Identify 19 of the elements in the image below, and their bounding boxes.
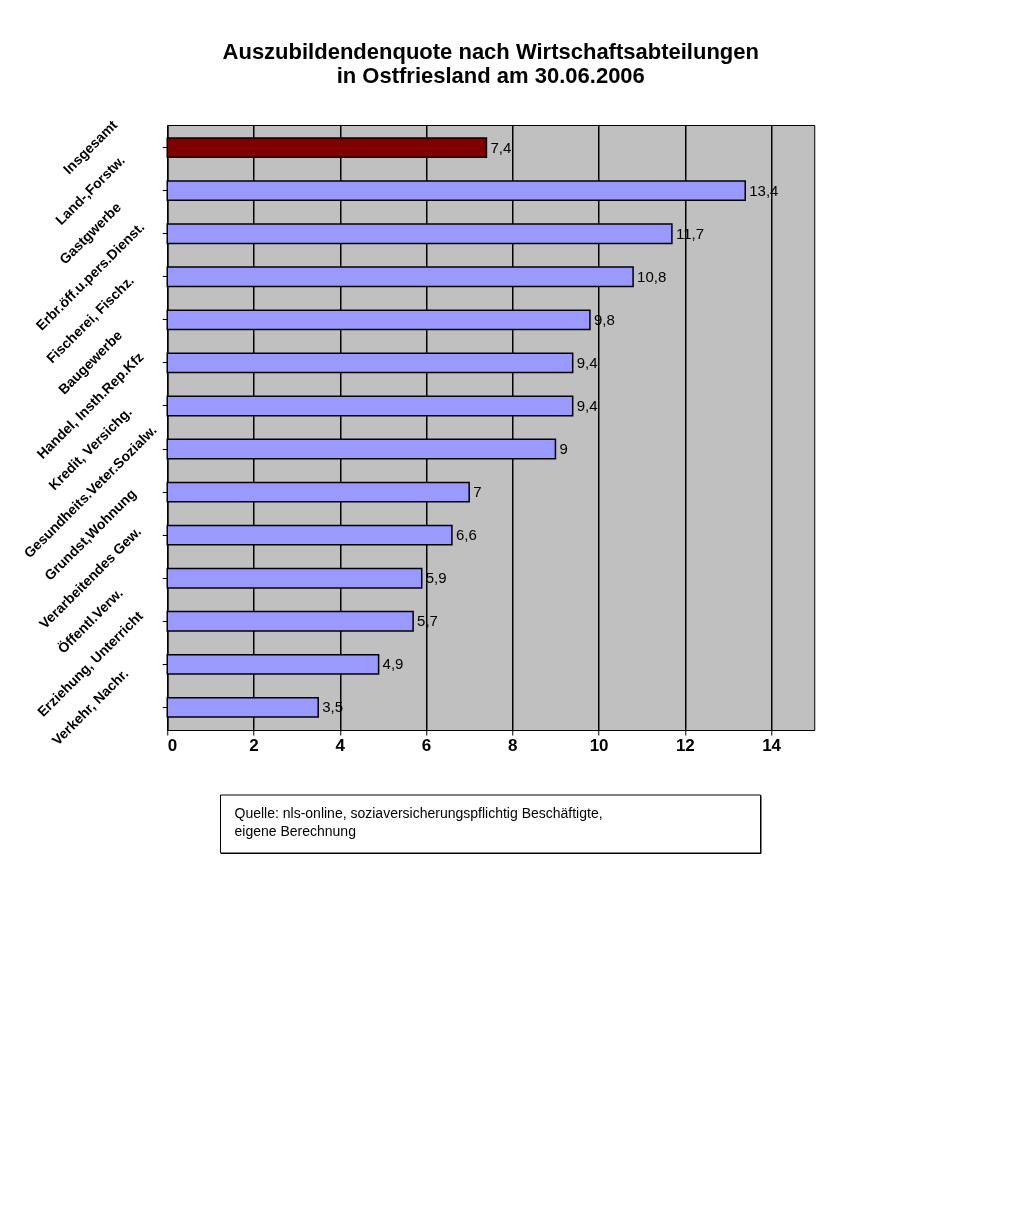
x-tick-label: 14 [762, 735, 782, 755]
data-label: 6,6 [455, 526, 477, 544]
x-tick-label: 2 [249, 735, 259, 755]
x-tick-label: 4 [335, 735, 346, 755]
x-tick-label: 0 [167, 735, 178, 755]
x-tick-label: 8 [508, 735, 518, 755]
x-tick-label: 10 [589, 735, 609, 755]
data-label: 9,4 [576, 396, 598, 414]
data-label: 7,4 [490, 138, 512, 156]
data-label: 4,9 [382, 655, 404, 673]
data-label: 7 [473, 483, 482, 501]
data-label: 5,9 [425, 569, 447, 587]
source-note: Quelle: nls-online, soziaversicherungspflichtig Beschäftigte, eigene Berechnung [234, 805, 603, 839]
data-label: 10,8 [637, 267, 667, 285]
data-label: 9,4 [576, 353, 598, 371]
data-label: 9 [559, 440, 568, 458]
x-tick-label: 12 [675, 735, 695, 755]
x-tick-label: 6 [421, 735, 432, 755]
text: Auszubildendenquote nach Wirtschaftsabteilungen [222, 38, 759, 64]
